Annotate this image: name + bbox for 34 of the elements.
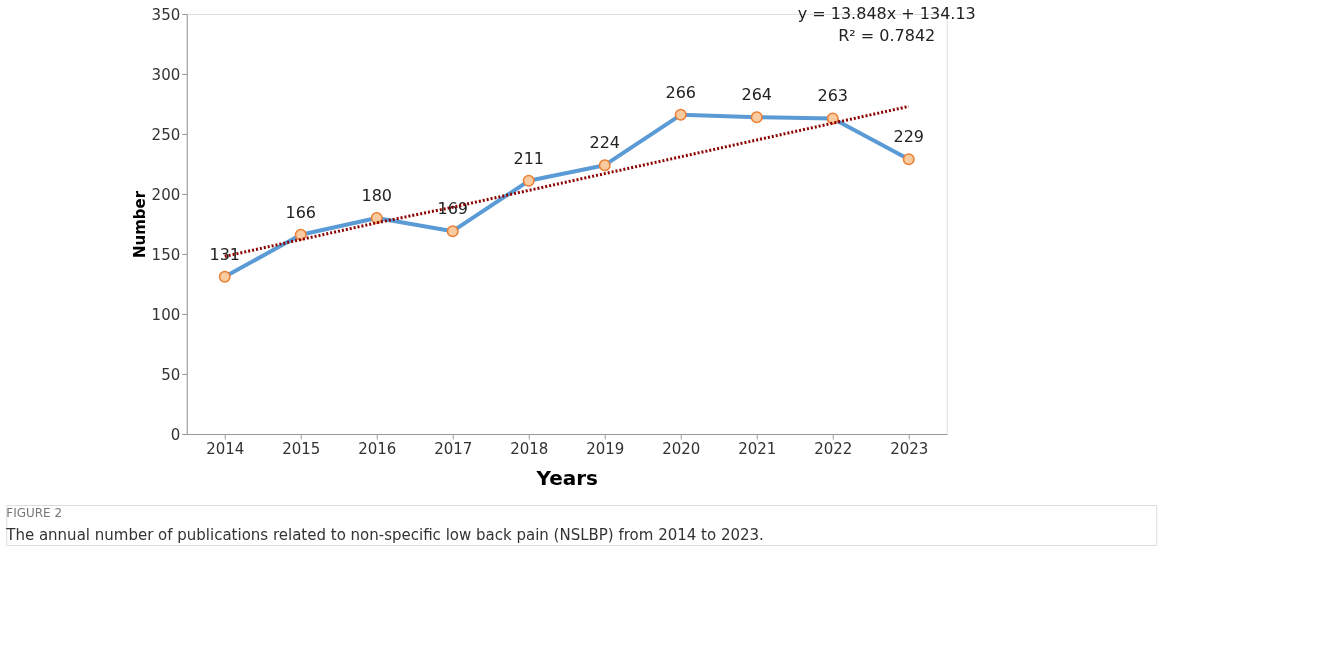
annotation: y = 13.848x + 134.13 — [797, 4, 976, 23]
y-axis-title: Number — [130, 190, 149, 259]
y-tick-label: 200 — [151, 185, 181, 204]
x-tick-label: 2018 — [510, 439, 549, 458]
y-tick-label: 350 — [151, 5, 181, 24]
x-tick-label: 2017 — [434, 439, 473, 458]
data-label: 266 — [665, 82, 697, 102]
x-tick-label: 2023 — [890, 439, 929, 458]
x-tick-label: 2015 — [282, 439, 321, 458]
y-tick-label: 50 — [161, 365, 181, 384]
x-tick-label: 2020 — [662, 439, 701, 458]
x-axis-title: Years — [535, 465, 598, 490]
data-label: 264 — [741, 85, 773, 105]
y-tick-label: 100 — [151, 305, 181, 324]
data-label: 131 — [209, 244, 241, 264]
y-tick-label: 150 — [151, 245, 181, 264]
y-tick-label: 250 — [151, 125, 181, 144]
data-label: 229 — [893, 127, 925, 147]
y-tick-label: 0 — [170, 425, 181, 444]
data-label: 224 — [589, 133, 621, 153]
x-tick-label: 2016 — [358, 439, 397, 458]
data-label: 169 — [437, 199, 469, 219]
x-tick-label: 2014 — [206, 439, 245, 458]
data-label: 211 — [513, 148, 545, 168]
caption: FIGURE 2 — [6, 506, 63, 520]
text: The annual number of publications related to non-specific low back pain (NSLBP) from 2014 to 2023. — [5, 526, 764, 544]
x-tick-label: 2022 — [814, 439, 853, 458]
x-tick-label: 2021 — [738, 439, 777, 458]
x-tick-label: 2019 — [586, 439, 625, 458]
data-label: 180 — [361, 186, 393, 205]
annotation: R² = 0.7842 — [838, 26, 936, 45]
data-label: 263 — [817, 86, 849, 106]
y-tick-label: 300 — [151, 65, 181, 84]
data-label: 166 — [285, 202, 317, 222]
